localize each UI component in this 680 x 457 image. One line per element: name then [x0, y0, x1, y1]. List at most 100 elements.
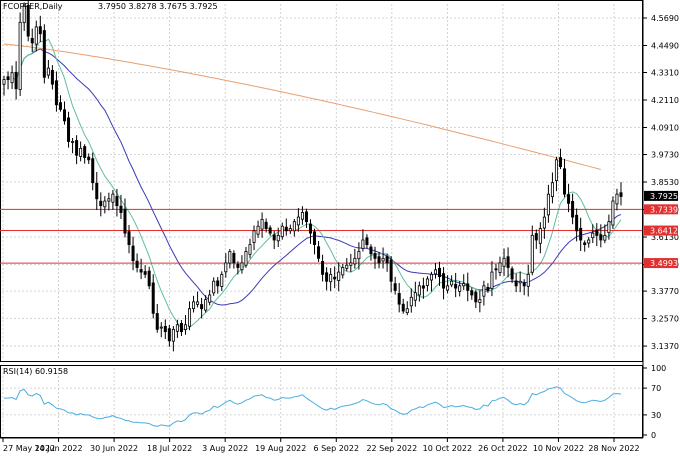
candle-body-down [470, 290, 474, 296]
candle-body-up [591, 232, 595, 239]
candle-body-down [486, 287, 490, 291]
candle-body-up [615, 193, 619, 205]
candle-body-up [349, 262, 353, 266]
candle-body-up [224, 262, 228, 273]
candle-body-up [159, 326, 163, 329]
candle-body-up [498, 262, 502, 273]
candle-body-down [268, 227, 272, 234]
candle-body-up [446, 285, 450, 291]
candle-body-down [272, 234, 276, 241]
candle-body-down [163, 326, 167, 333]
candle-body-down [522, 282, 526, 287]
date-tick-label: 18 Jul 2022 [147, 444, 192, 453]
candle-body-down [151, 282, 155, 314]
candle-body-up [587, 239, 591, 244]
candle-body-up [188, 308, 192, 327]
candle-body-down [143, 271, 147, 275]
candle-body-up [550, 182, 554, 198]
candle-body-up [171, 328, 175, 342]
date-tick-label: 19 Aug 2022 [255, 444, 306, 453]
level-tag-label: 3.7339 [650, 205, 678, 214]
candle-body-down [442, 273, 446, 289]
candle-body-up [345, 264, 349, 269]
candle-body-down [115, 196, 119, 207]
candle-body-down [619, 192, 623, 197]
rsi-label: RSI(14) 60.9158 [3, 367, 68, 376]
level-tag [644, 225, 678, 236]
candle-body-up [228, 251, 232, 264]
price-tick-label: 4.0910 [651, 123, 679, 132]
price-tick-label: 3.2570 [651, 315, 679, 324]
candle-body-up [329, 273, 333, 283]
candle-body-up [79, 147, 83, 157]
price-panel-frame [0, 0, 643, 362]
candle-body-up [107, 198, 111, 202]
candle-body-up [546, 193, 550, 216]
candle-body-down [494, 268, 498, 271]
rsi-tick-label: 70 [651, 384, 661, 393]
candle-body-down [369, 246, 373, 255]
candle-body-down [325, 272, 329, 282]
candle-body-up [192, 301, 196, 310]
candle-body-down [317, 246, 321, 259]
candle-body-up [538, 228, 542, 244]
candle-body-down [401, 303, 405, 312]
candle-body-up [361, 239, 365, 249]
candle-body-down [135, 260, 139, 268]
candle-body-up [526, 273, 530, 287]
candle-body-up [490, 271, 494, 290]
candle-body-down [127, 231, 131, 245]
candle-body-down [393, 283, 397, 291]
candle-body-down [123, 208, 127, 234]
candle-body-up [417, 285, 421, 296]
candle-body-up [296, 216, 300, 226]
price-tick-label: 3.3770 [651, 287, 679, 296]
candle-body-up [462, 283, 466, 287]
candle-body-up [252, 230, 256, 243]
candle-body-down [131, 245, 135, 262]
candle-body-down [397, 293, 401, 305]
candle-body-down [284, 226, 288, 232]
candle-body-up [34, 26, 38, 45]
ohlc-readout: 3.7950 3.8278 3.7675 3.7925 [98, 2, 218, 11]
price-tick-label: 3.6130 [651, 233, 679, 242]
ma-fast-line [11, 38, 622, 331]
last-price-tag [644, 190, 678, 201]
candle-body-down [304, 211, 308, 223]
candle-body-down [579, 227, 583, 241]
candle-body-up [530, 235, 534, 273]
candle-body-up [409, 296, 413, 307]
candle-body-up [183, 324, 187, 331]
candle-body-down [75, 140, 79, 156]
rsi-tick-label: 30 [651, 411, 661, 420]
date-tick-label: 10 Nov 2022 [533, 444, 584, 453]
candle-body-up [450, 280, 454, 286]
candle-body-up [603, 235, 607, 241]
candle-body-down [14, 71, 18, 90]
date-tick-label: 6 Sep 2022 [313, 444, 359, 453]
date-tick-label: 27 May 2022 [3, 444, 55, 453]
candle-body-down [421, 285, 425, 289]
candle-body-down [333, 276, 337, 280]
candle-body-up [280, 225, 284, 237]
candle-body-down [558, 157, 563, 168]
candle-body-down [563, 168, 567, 195]
candle-body-up [71, 141, 75, 143]
candle-body-up [204, 299, 208, 311]
candle-body-down [506, 256, 510, 268]
candle-body-up [337, 271, 341, 281]
candle-body-down [389, 259, 393, 282]
candle-body-up [18, 21, 22, 91]
candle-body-down [365, 237, 369, 245]
candle-body-down [313, 231, 317, 245]
candle-body-up [478, 299, 482, 303]
price-tick-label: 4.3310 [651, 69, 679, 78]
candle-body-up [357, 251, 361, 260]
candle-body-down [58, 102, 62, 110]
candle-body-up [542, 216, 546, 229]
candle-body-up [413, 292, 417, 301]
candle-body-up [240, 262, 244, 271]
candle-body-down [321, 261, 325, 275]
level-tag [644, 258, 678, 269]
